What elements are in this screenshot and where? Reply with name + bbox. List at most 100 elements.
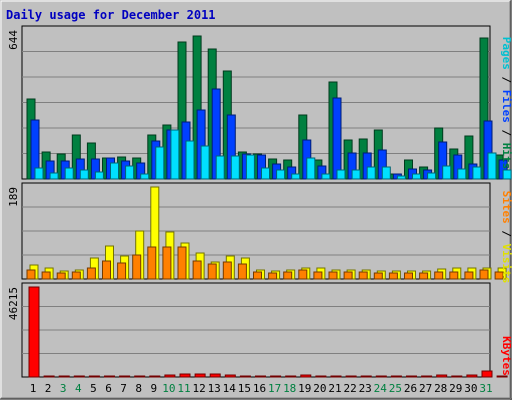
bar-pages [336,169,346,180]
x-tick-label: 12 [192,382,205,395]
bar-pages [276,169,286,180]
x-tick-label: 24 [374,382,388,395]
legend-entry: / [500,123,512,143]
bar-sites [26,269,36,280]
bar-sites [147,246,157,280]
bar-sites [404,272,413,280]
bar-pages [427,172,437,180]
bar-kbytes [345,375,357,378]
legend-entry: / [500,70,512,90]
bar-kbytes [481,370,493,378]
bar-kbytes [209,373,221,378]
bar-sites [358,271,368,280]
bar-kbytes [194,373,206,378]
x-tick-label: 3 [60,382,67,395]
bar-pages [34,167,44,180]
series-kbytes [28,286,508,378]
x-tick-label: 7 [120,382,127,395]
legend-entry: Hits [500,143,512,170]
bar-sites [283,271,293,280]
bar-pages [366,166,376,180]
bar-kbytes [43,375,55,378]
bar-kbytes [104,375,115,378]
bar-kbytes [451,375,463,378]
bar-pages [381,166,391,180]
y-max-label: 644 [7,30,20,50]
bar-sites [162,246,172,280]
x-tick-label: 14 [223,382,237,395]
bar-kbytes [285,375,297,378]
series-pages [34,129,512,180]
bar-sites [298,269,308,280]
x-tick-label: 25 [389,382,402,395]
bar-pages [215,155,225,180]
x-tick-label: 13 [208,382,221,395]
bar-kbytes [134,375,146,378]
x-tick-label: 19 [298,382,311,395]
x-tick-label: 11 [177,382,190,395]
bar-pages [412,173,421,180]
bar-sites [86,267,96,280]
legend-entry: Files [500,90,512,123]
x-tick-label: 5 [90,382,97,395]
x-tick-label: 26 [404,382,417,395]
bar-sites [71,271,81,280]
bar-pages [261,167,270,180]
bar-sites [449,271,459,280]
x-tick-label: 4 [75,382,82,395]
bar-kbytes [58,375,70,378]
x-tick-label: 27 [419,382,432,395]
bar-pages [396,175,406,180]
sites-visits-panel: 189 [7,182,507,280]
bar-kbytes [360,375,372,378]
bar-sites [494,271,504,280]
x-tick-label: 23 [359,382,372,395]
bar-kbytes [88,375,100,378]
bar-pages [487,152,497,180]
y-max-label: 46215 [7,287,20,320]
bar-kbytes [224,374,236,378]
bar-kbytes [436,374,448,378]
legend-entry: Sites [500,191,512,224]
bar-sites [253,271,262,280]
legend-top: Pages / Files / Hits [500,37,512,170]
hits-files-pages-panel: 644 [7,25,512,180]
bar-sites [268,272,278,280]
x-tick-label: 6 [105,382,112,395]
legend-entry: Visits [500,244,512,284]
bar-kbytes [149,375,161,378]
bar-sites [313,271,323,280]
bar-pages [155,146,165,180]
bar-kbytes [330,375,342,378]
legends: Pages / Files / Hits Sites / Visits KBytes [500,37,512,376]
bar-pages [245,154,255,180]
bar-sites [328,271,338,280]
bar-pages [110,162,119,180]
bar-files [332,97,342,180]
bar-kbytes [496,375,508,378]
bar-kbytes [179,373,191,378]
bar-sites [237,263,247,280]
bar-kbytes [119,375,131,378]
bar-pages [140,173,150,180]
x-tick-label: 1 [30,382,37,395]
kbytes-panel: 46215 [7,282,508,378]
bar-sites [177,246,187,280]
bar-pages [230,155,240,180]
bar-sites [464,271,474,280]
x-tick-label: 31 [479,382,492,395]
bar-kbytes [375,375,387,378]
bar-sites [132,254,142,280]
bar-pages [49,172,59,180]
bar-sites [102,260,111,280]
bar-pages [321,173,331,180]
x-tick-label: 21 [328,382,341,395]
bar-kbytes [164,374,176,378]
bar-pages [170,129,180,180]
x-tick-label: 22 [343,382,356,395]
bar-kbytes [315,375,327,378]
bar-pages [351,169,361,180]
x-tick-label: 17 [268,382,281,395]
bar-kbytes [255,375,266,378]
bar-sites [222,261,232,280]
